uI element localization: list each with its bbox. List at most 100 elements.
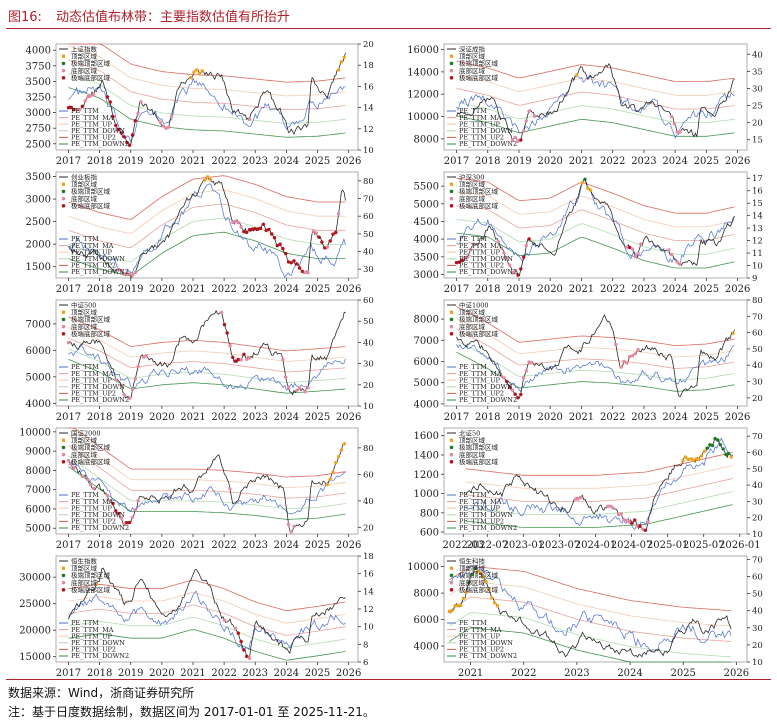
x-tick-label: 2020 bbox=[149, 540, 174, 551]
legend-marker-label: 极端底部区域 bbox=[71, 73, 111, 82]
bottom-zone-marker bbox=[521, 129, 526, 133]
bottom-zone-marker bbox=[630, 247, 635, 251]
x-tick-label: 2025 bbox=[694, 156, 719, 167]
legend-pe-label: PE_TTM bbox=[459, 363, 487, 371]
x-tick-label: 2023 bbox=[243, 156, 268, 167]
index-price-line bbox=[449, 564, 732, 658]
y-tick-label: 5000 bbox=[26, 372, 51, 383]
pe-ttm-line bbox=[68, 77, 346, 143]
pe-ttm-up2-line bbox=[456, 306, 735, 347]
legend-marker-swatch bbox=[61, 182, 66, 186]
top-zone-marker bbox=[683, 455, 688, 459]
extreme-bottom-marker bbox=[128, 520, 132, 525]
y2-tick-label: 40 bbox=[752, 607, 763, 617]
y2-tick-label: 30 bbox=[363, 360, 374, 370]
pe-ttm-down-line bbox=[456, 219, 735, 255]
legend-marker-label: 极端顶部区域 bbox=[71, 443, 111, 452]
legend-index-name: 恒生科技 bbox=[459, 556, 486, 565]
bottom-zone-marker bbox=[119, 268, 124, 273]
top-zone-marker bbox=[342, 442, 346, 446]
top-zone-marker bbox=[450, 608, 454, 613]
bottom-zone-marker bbox=[622, 518, 626, 522]
bottom-zone-marker bbox=[119, 383, 124, 387]
legend-pe-label: PE_TTM_UP2 bbox=[71, 134, 116, 142]
extreme-bottom-marker bbox=[116, 511, 121, 516]
legend-pe-label: PE_TTM_DOWN bbox=[71, 127, 125, 135]
x-tick-label: 2017 bbox=[444, 412, 469, 423]
x-tick-label: 2024 bbox=[274, 156, 299, 167]
y-tick-label: 1000 bbox=[414, 489, 439, 500]
legend-index-name: 深证成指 bbox=[459, 44, 486, 53]
legend-marker-label: 极端顶部区域 bbox=[459, 187, 499, 196]
legend-marker-label: 极端底部区域 bbox=[459, 201, 499, 210]
bottom-zone-marker bbox=[513, 135, 517, 140]
extreme-top-marker bbox=[710, 443, 715, 448]
y-tick-label: 1600 bbox=[414, 431, 439, 442]
y2-tick-label: 10 bbox=[363, 402, 374, 412]
bottom-zone-marker bbox=[533, 114, 537, 118]
index-price-line bbox=[68, 442, 346, 533]
y2-tick-label: 9 bbox=[752, 274, 757, 284]
legend-marker-label: 极端底部区域 bbox=[71, 201, 111, 210]
top-zone-marker bbox=[461, 596, 466, 600]
legend-marker-label: 顶部区域 bbox=[71, 308, 98, 317]
extreme-bottom-marker bbox=[507, 385, 512, 389]
legend-marker-label: 极端底部区域 bbox=[71, 585, 111, 594]
chart-panel-hstech: 4000 6000 8000 10000 10 20 30 40 50 60 70 2021 2022 2… bbox=[407, 555, 763, 679]
bottom-zone-marker bbox=[463, 256, 467, 260]
x-tick-label: 2026-01 bbox=[719, 540, 761, 551]
x-tick-label: 2025 bbox=[305, 156, 330, 167]
y-tick-label: 6000 bbox=[26, 504, 51, 515]
bottom-zone-marker bbox=[144, 354, 149, 358]
y2-tick-label: 60 bbox=[363, 296, 374, 306]
x-tick-label: 2021 bbox=[458, 668, 483, 679]
x-tick-label: 2020 bbox=[149, 156, 174, 167]
top-zone-marker bbox=[200, 69, 204, 73]
top-zone-marker bbox=[453, 604, 457, 608]
extreme-bottom-marker bbox=[317, 235, 321, 239]
top-zone-marker bbox=[574, 73, 579, 77]
legend-marker-label: 顶部区域 bbox=[459, 308, 486, 317]
bottom-zone-marker bbox=[614, 342, 618, 347]
pe-ttm-up-line bbox=[68, 592, 346, 624]
y2-tick-label: 70 bbox=[363, 195, 374, 205]
bottom-zone-marker bbox=[122, 522, 126, 527]
x-tick-label: 2018 bbox=[87, 284, 112, 295]
y2-tick-label: 15 bbox=[752, 136, 763, 146]
legend-index-name: 恒生指数 bbox=[71, 556, 98, 565]
y2-tick-label: 13 bbox=[752, 224, 763, 234]
pe-ttm-ma-line bbox=[68, 203, 346, 248]
y2-tick-label: 15 bbox=[752, 199, 763, 209]
bottom-zone-marker bbox=[128, 396, 132, 400]
x-tick-label: 2024-07 bbox=[611, 540, 653, 551]
legend-marker-swatch bbox=[449, 68, 454, 73]
legend-marker-swatch bbox=[449, 189, 454, 194]
x-tick-label: 2022 bbox=[600, 284, 625, 295]
legend-marker-label: 顶部区域 bbox=[459, 436, 486, 445]
legend-marker-swatch bbox=[61, 317, 66, 322]
x-tick-label: 2024 bbox=[274, 668, 299, 679]
extreme-bottom-marker bbox=[261, 222, 266, 226]
legend-pe-label: PE_TTM_DOWN2 bbox=[459, 652, 517, 660]
top-zone-marker bbox=[456, 603, 460, 608]
bottom-zone-marker bbox=[222, 618, 227, 622]
x-tick-label: 2022 bbox=[600, 412, 625, 423]
bottom-zone-marker bbox=[675, 260, 679, 264]
extreme-bottom-marker bbox=[328, 239, 332, 243]
pe-ttm-up2-line bbox=[68, 175, 346, 220]
bottom-zone-marker bbox=[675, 130, 679, 134]
bottom-zone-marker bbox=[646, 520, 650, 525]
bottom-zone-marker bbox=[627, 520, 631, 524]
y-tick-label: 7000 bbox=[414, 336, 439, 347]
legend-marker-swatch bbox=[61, 573, 66, 578]
extreme-bottom-marker bbox=[292, 259, 296, 263]
legend-pe-label: PE_TTM_MA bbox=[71, 626, 114, 634]
legend-marker-swatch bbox=[449, 204, 454, 208]
legend-marker-label: 底部区域 bbox=[71, 66, 98, 75]
x-tick-label: 2020 bbox=[149, 412, 174, 423]
index-price-line bbox=[456, 178, 735, 277]
y-tick-label: 12000 bbox=[407, 90, 439, 101]
y-tick-label: 5000 bbox=[414, 199, 439, 210]
bottom-zone-marker bbox=[635, 524, 639, 528]
x-tick-label: 2017 bbox=[444, 156, 469, 167]
